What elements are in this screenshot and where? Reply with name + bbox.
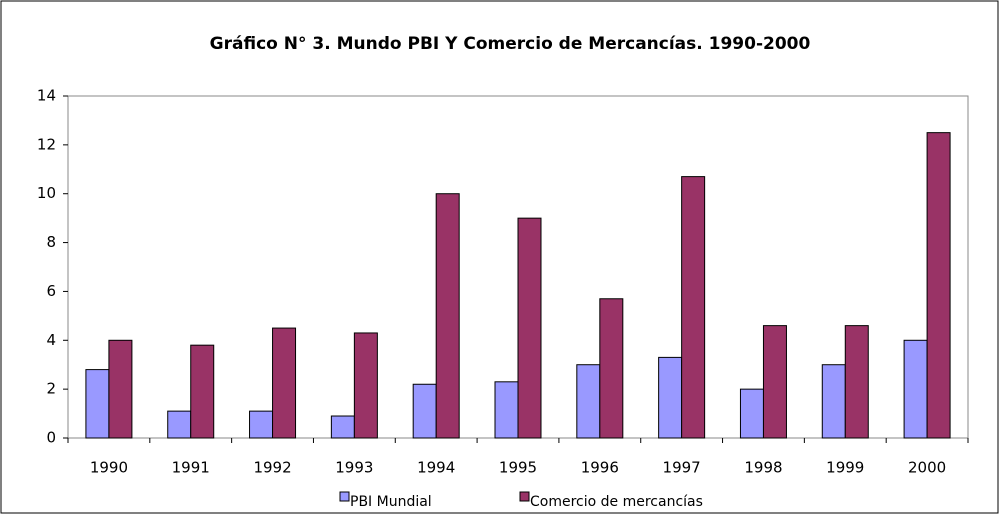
bar: [762, 325, 787, 439]
x-tick-label: 1990: [90, 459, 128, 477]
x-tick-label: 1991: [172, 459, 210, 477]
y-tick-label: 0: [46, 429, 56, 447]
x-tick-label: 1993: [335, 459, 373, 477]
bar: [85, 369, 110, 439]
x-tick-label: 1999: [826, 459, 864, 477]
bar: [681, 176, 706, 439]
bar: [844, 325, 869, 439]
legend-swatch: [519, 491, 530, 502]
x-tick-label: 1997: [663, 459, 701, 477]
x-tick-label: 1998: [744, 459, 782, 477]
y-tick-label: 12: [37, 135, 56, 153]
bar: [494, 381, 519, 439]
legend-swatch: [339, 491, 350, 502]
bar: [821, 364, 846, 439]
bar: [576, 364, 601, 439]
bar: [658, 356, 683, 439]
chart-title: Gráfico N° 3. Mundo PBI Y Comercio de Me…: [210, 34, 811, 54]
bar: [353, 332, 378, 439]
bar: [249, 410, 274, 439]
legend-label: Comercio de mercancías: [530, 494, 703, 510]
bar: [903, 339, 928, 439]
y-tick-label: 8: [46, 233, 56, 251]
y-tick-label: 6: [46, 282, 56, 300]
bar: [108, 339, 133, 439]
bar: [599, 298, 624, 439]
bar: [517, 217, 542, 439]
y-tick-label: 4: [46, 331, 56, 349]
x-tick-label: 1992: [253, 459, 291, 477]
bar: [412, 383, 437, 439]
y-tick-label: 14: [37, 87, 56, 105]
bar: [190, 344, 215, 439]
y-tick-label: 2: [46, 380, 56, 398]
x-tick-label: 1994: [417, 459, 455, 477]
bar: [739, 388, 764, 439]
bar: [926, 132, 951, 439]
bar: [167, 410, 192, 439]
x-tick-label: 1996: [581, 459, 619, 477]
x-tick-label: 1995: [499, 459, 537, 477]
bar: [435, 193, 460, 439]
x-tick-label: 2000: [908, 459, 946, 477]
y-tick-label: 10: [37, 184, 56, 202]
bar: [330, 415, 355, 439]
bar: [272, 327, 297, 439]
legend-label: PBI Mundial: [350, 494, 432, 510]
